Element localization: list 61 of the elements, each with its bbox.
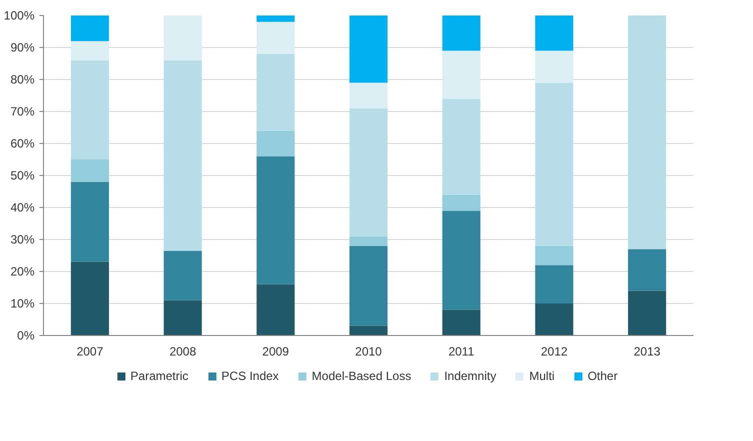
x-tick-label: 2012: [540, 344, 568, 358]
bar: [70, 16, 109, 42]
bar: [349, 326, 388, 336]
bar: [164, 250, 202, 300]
y-tick-label: 40%: [10, 200, 35, 214]
bar: [628, 249, 666, 291]
bar: [349, 108, 388, 236]
bar: [164, 16, 202, 60]
bar: [628, 16, 666, 250]
legend-label: PCS Index: [221, 369, 279, 383]
bar: [442, 194, 480, 211]
bar: [442, 310, 480, 336]
x-tick-label: 2011: [448, 344, 475, 358]
bar: [442, 98, 480, 195]
y-tick-label: 80%: [10, 72, 35, 86]
bar: [442, 16, 480, 51]
legend-label: Indemnity: [444, 369, 496, 383]
y-tick-label: 60%: [10, 136, 35, 150]
bar: [70, 182, 109, 262]
y-tick-label: 90%: [10, 40, 35, 54]
x-tick-label: 2013: [634, 344, 661, 358]
bar: [256, 22, 295, 54]
legend-label: Multi: [529, 369, 555, 383]
bar: [628, 290, 666, 336]
bar: [70, 262, 109, 336]
bar: [349, 236, 388, 246]
bar: [535, 50, 574, 83]
bar: [70, 41, 109, 60]
y-tick-label: 20%: [10, 264, 35, 278]
bar: [256, 54, 295, 131]
x-tick-label: 2010: [355, 344, 382, 358]
bar: [535, 246, 574, 266]
bar: [349, 82, 388, 108]
x-tick-label: 2007: [76, 344, 104, 358]
bar: [256, 156, 295, 284]
bar: [256, 284, 295, 336]
bar: [349, 16, 388, 83]
y-tick-label: 0%: [17, 328, 35, 342]
legend-label: Parametric: [130, 369, 188, 383]
y-tick-label: 10%: [10, 296, 35, 310]
bar: [442, 50, 480, 99]
bar: [256, 16, 295, 22]
legend-label: Model-Based Loss: [312, 369, 412, 383]
bar: [70, 160, 109, 182]
bar: [164, 300, 202, 336]
y-tick-label: 70%: [10, 104, 35, 118]
x-tick-label: 2009: [262, 344, 290, 358]
bar: [164, 60, 202, 251]
x-tick-label: 2008: [169, 344, 196, 358]
bar: [70, 60, 109, 160]
bar: [535, 82, 574, 246]
bar: [535, 265, 574, 304]
legend-label: Other: [588, 369, 618, 383]
bar: [535, 16, 574, 51]
y-tick-label: 100%: [4, 8, 35, 22]
bar: [535, 304, 574, 336]
y-tick-label: 30%: [10, 232, 35, 246]
bar: [349, 246, 388, 326]
bar: [442, 210, 480, 310]
y-tick-label: 50%: [10, 168, 35, 182]
bar: [256, 130, 295, 156]
